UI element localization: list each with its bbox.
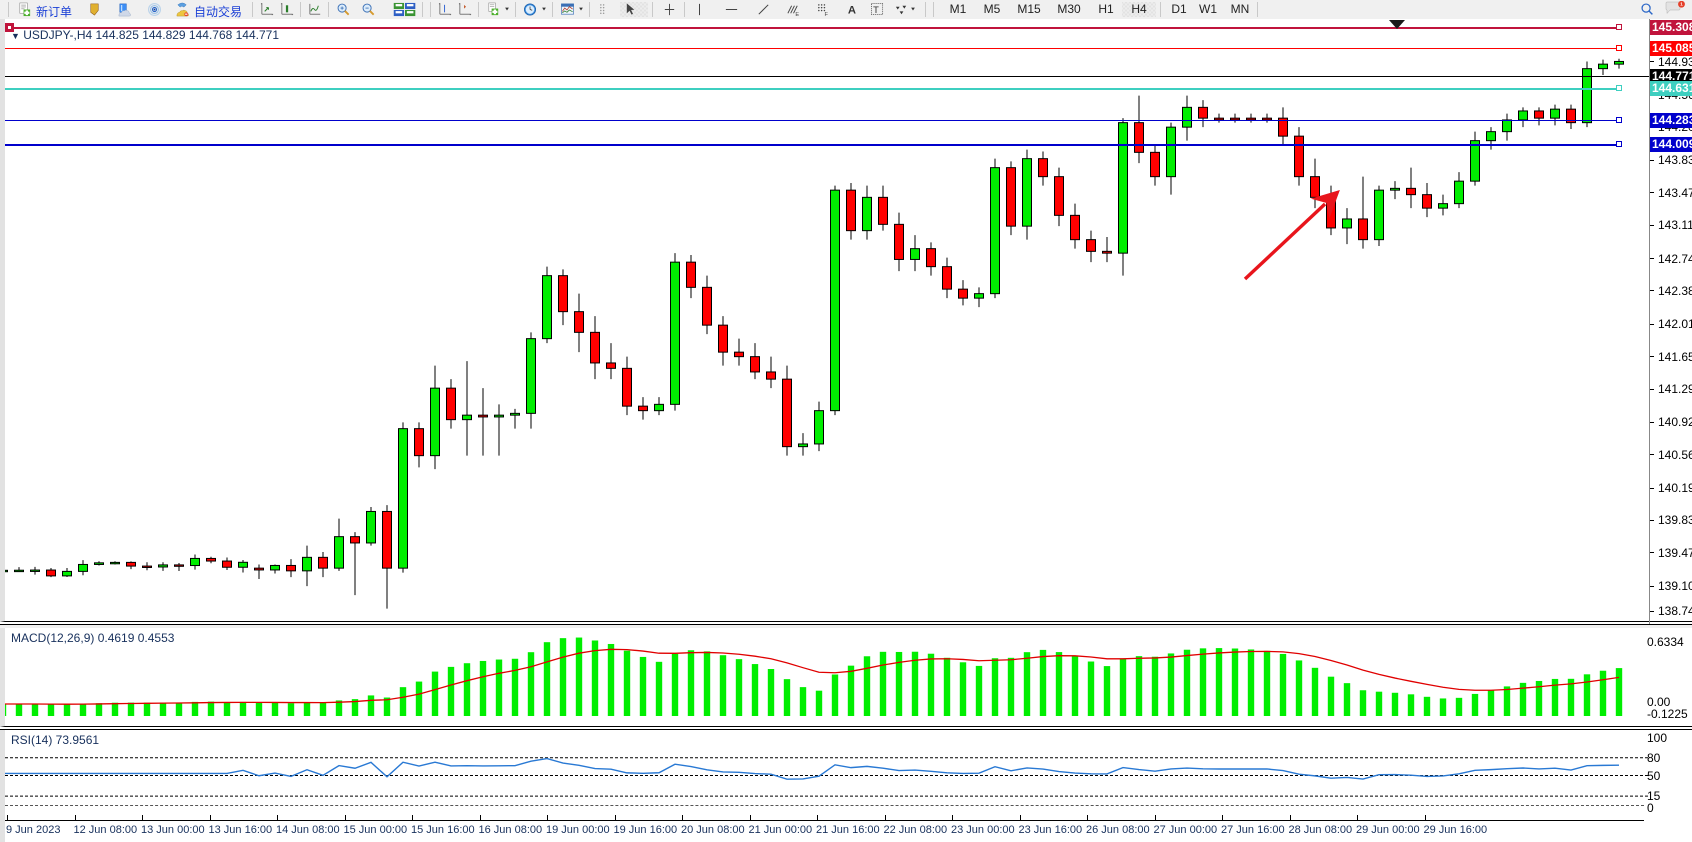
svg-text:F: F (824, 12, 828, 17)
svg-text:E: E (795, 12, 799, 17)
svg-text:T: T (873, 5, 879, 15)
svg-text:A: A (848, 4, 856, 16)
svg-text:1: 1 (1680, 2, 1683, 7)
